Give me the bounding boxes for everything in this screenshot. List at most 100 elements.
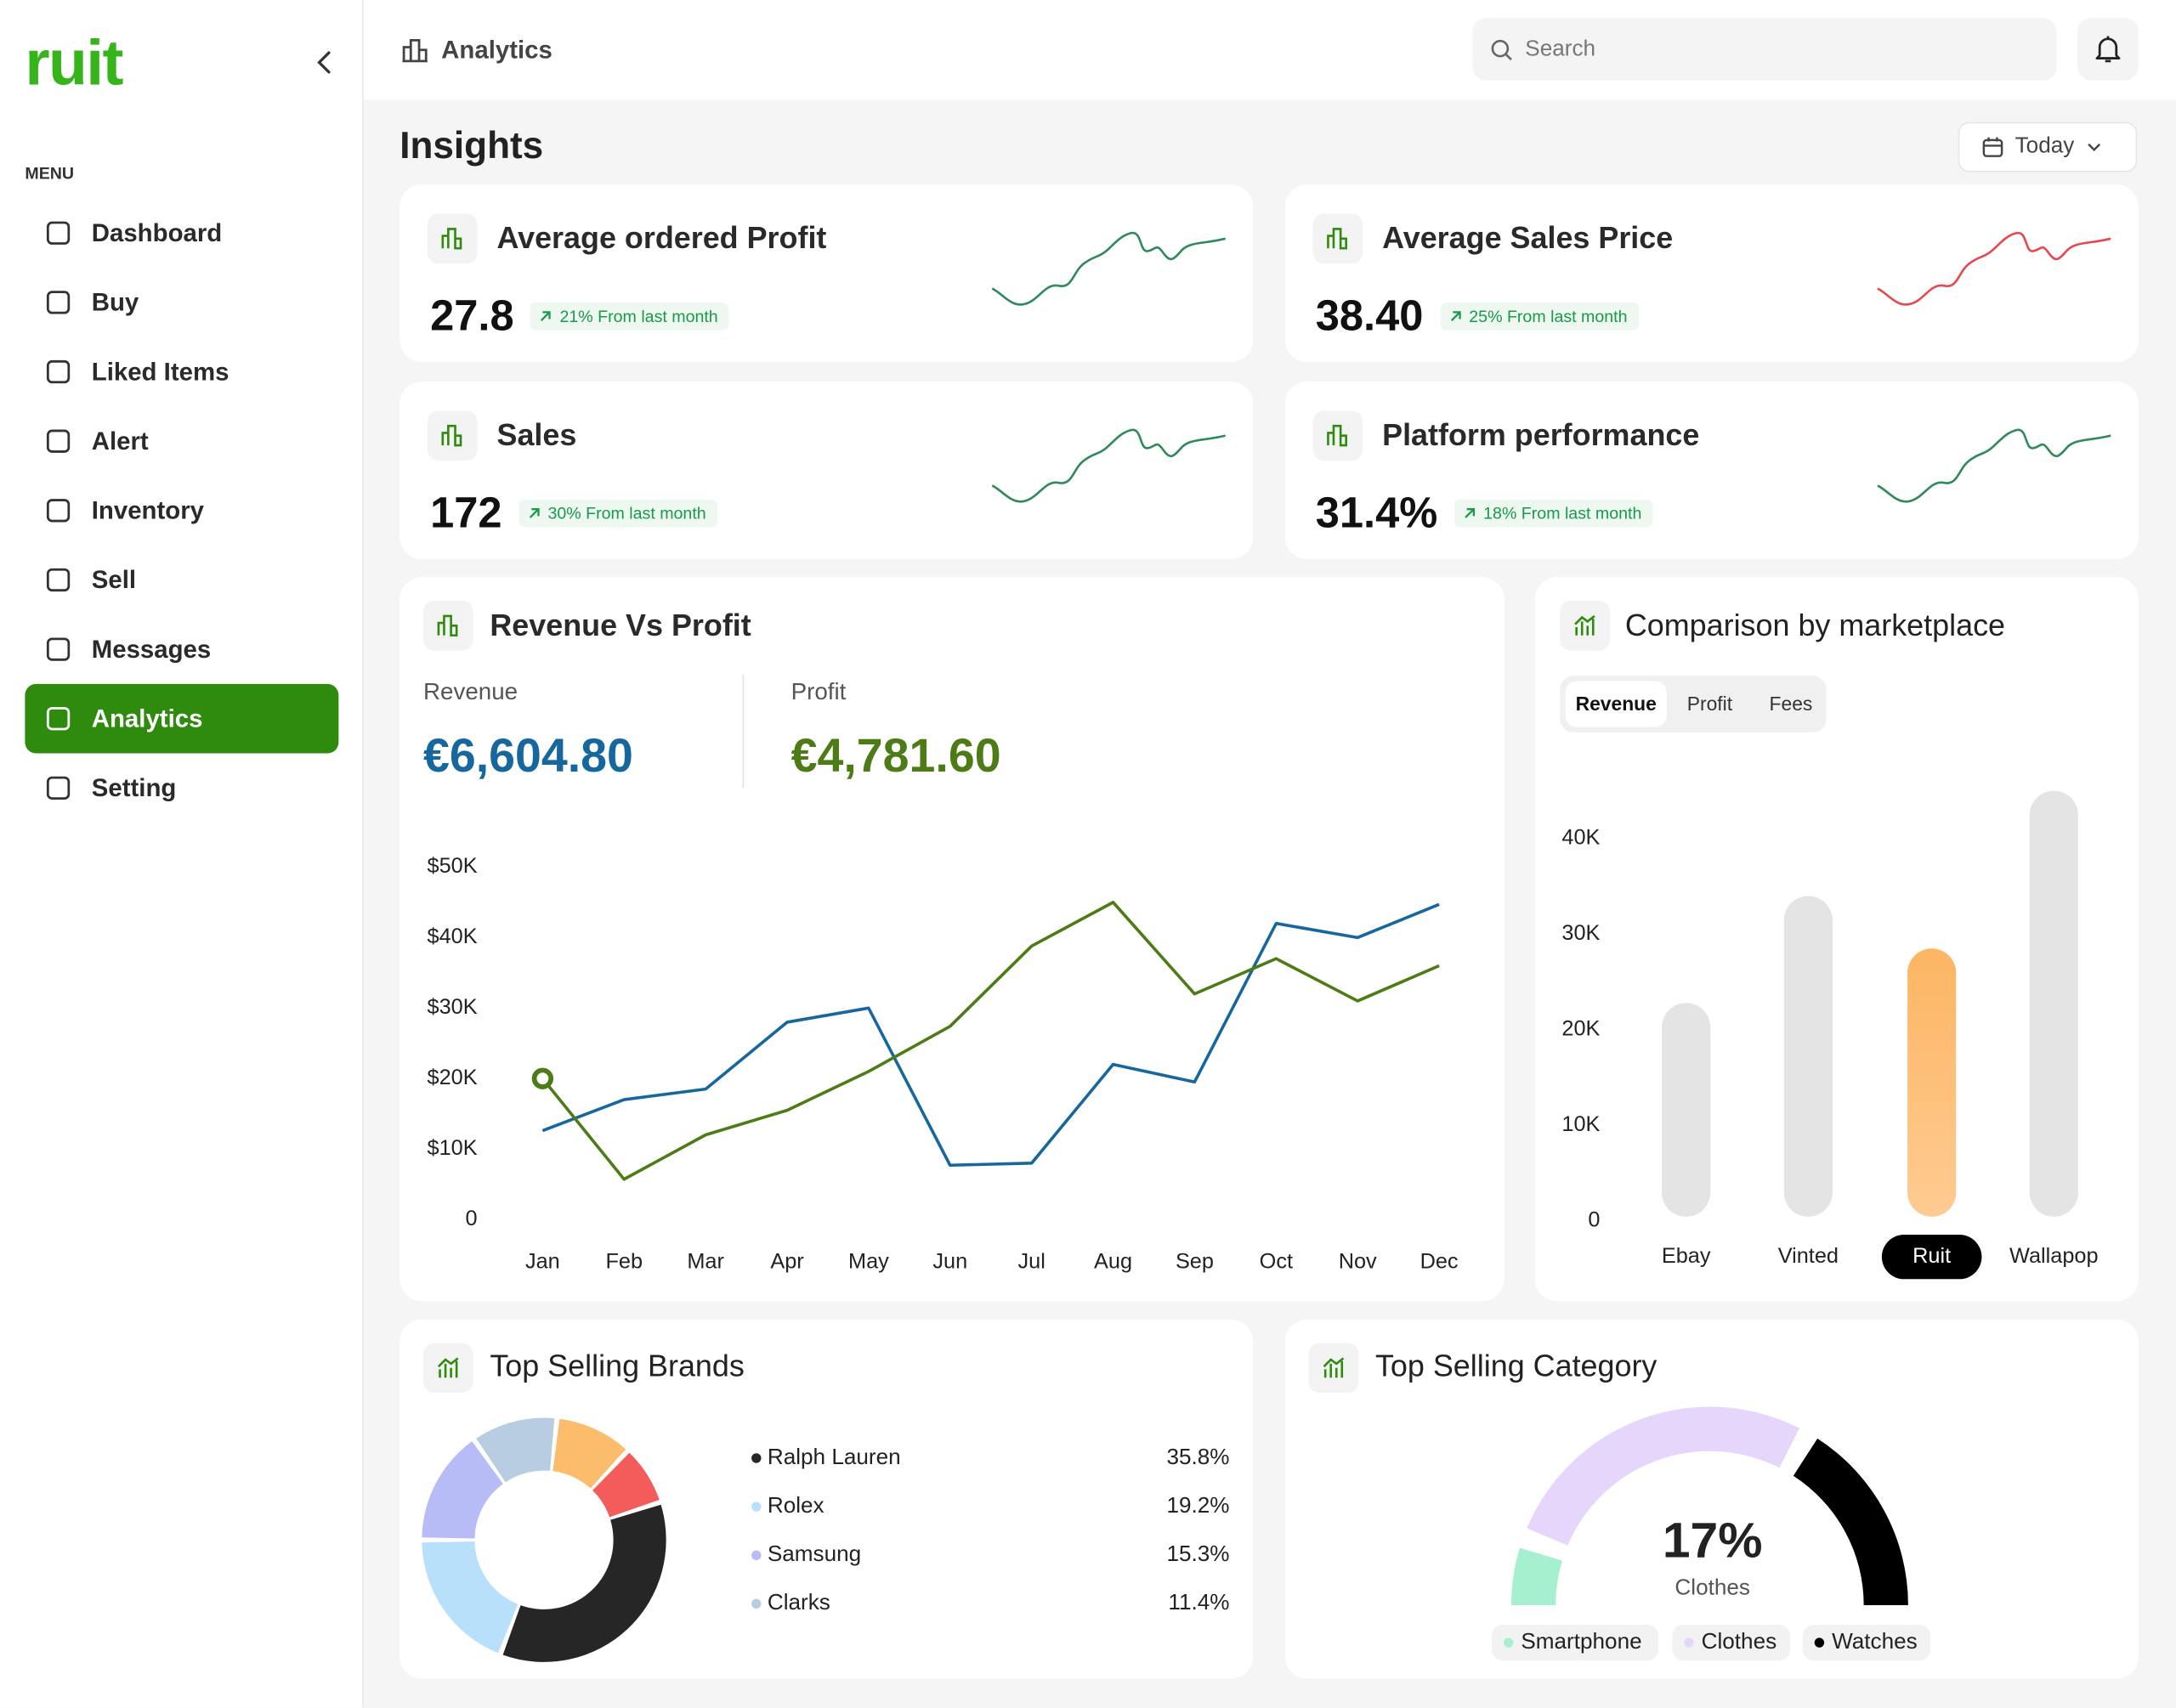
change-text: 25% From last month [1469, 306, 1628, 326]
tab[interactable]: Fees [1769, 692, 1813, 715]
value-row: 172 30% From last month [430, 485, 717, 540]
tab-bar: Revenue Profit Fees [1560, 676, 1827, 733]
change-badge: 30% From last month [518, 499, 717, 528]
menu-icon [46, 429, 71, 453]
date-filter[interactable]: Today [1958, 122, 2138, 172]
revenue-card: Revenue Vs Profit Revenue €6,604.80 Prof… [400, 577, 1504, 1302]
brand-logo: ruit [25, 26, 123, 99]
card-icon [427, 410, 478, 461]
insight-card: Platform performance 31.4% 18% From last m… [1284, 381, 2139, 559]
search-placeholder: Search [1525, 37, 1596, 61]
date-filter-label: Today [2014, 134, 2075, 159]
arrow-icon [1450, 311, 1461, 321]
insight-card: Average Sales Price 38.40 25% From last mo… [1284, 184, 2139, 363]
arrow-icon [1465, 508, 1475, 518]
card-title: Top Selling Brands [490, 1348, 745, 1383]
menu-item-label: Liked Items [91, 357, 230, 386]
menu-item[interactable]: Alert [25, 406, 338, 476]
card-icon [1560, 600, 1610, 651]
search-box[interactable]: Search [1472, 18, 2057, 81]
sidebar: ruit MENU Dashboard Buy Liked Items Alert In… [0, 0, 364, 1708]
menu-item[interactable]: Sell [25, 546, 338, 615]
arrow-icon [541, 311, 552, 321]
value-row: 27.8 21% From last month [430, 289, 729, 344]
change-text: 21% From last month [559, 306, 718, 326]
menu-icon [46, 776, 71, 800]
insight-card: Sales 172 30% From last month [400, 381, 1254, 559]
card-icon [422, 600, 473, 651]
change-badge: 25% From last month [1440, 302, 1639, 331]
card-title: Comparison by marketplace [1624, 608, 2006, 642]
menu-item[interactable]: Buy [25, 268, 338, 337]
card-icon [1312, 410, 1363, 461]
card-title: Average ordered Profit [496, 220, 827, 256]
menu-item[interactable]: Messages [25, 614, 338, 684]
card-title: Top Selling Category [1374, 1348, 1658, 1383]
chevron-icon [2087, 143, 2100, 152]
value-row: 38.40 25% From last month [1316, 289, 1639, 344]
menu-icon [46, 221, 71, 245]
tab[interactable]: Revenue [1565, 681, 1667, 727]
change-badge: 21% From last month [530, 302, 729, 331]
menu-item-label: Sell [91, 565, 137, 593]
menu-icon [46, 359, 71, 384]
card-value: 172 [430, 488, 502, 537]
header: Analytics Search [363, 0, 2176, 100]
menu-item-label: Alert [91, 427, 149, 455]
menu-item[interactable]: Liked Items [25, 337, 338, 407]
calendar-icon [1982, 137, 2003, 157]
menu-icon [46, 291, 71, 314]
menu-item-label: Dashboard [91, 218, 223, 246]
card-value: 38.40 [1315, 291, 1424, 340]
card-value: 27.8 [430, 291, 514, 340]
card-title: Sales [496, 417, 577, 453]
menu-icon [46, 568, 71, 592]
sparkline [1877, 428, 2111, 503]
menu-item[interactable]: Dashboard [25, 198, 338, 268]
card-icon [427, 213, 478, 264]
card-title: Average Sales Price [1382, 220, 1674, 256]
insights-title: Insights [400, 124, 544, 167]
menu-label: MENU [25, 163, 75, 184]
category-card: Top Selling Category [1284, 1319, 2139, 1679]
profit-value: €4,781.60 [790, 729, 1001, 783]
search-icon [1491, 39, 1512, 61]
menu-item-label: Inventory [91, 495, 205, 524]
bell-icon [2095, 36, 2121, 63]
card-title: Platform performance [1382, 417, 1700, 453]
menu-item[interactable]: Inventory [25, 476, 338, 546]
brands-card: Top Selling Brands [400, 1319, 1254, 1679]
change-badge: 18% From last month [1454, 499, 1653, 528]
value-row: 31.4% 18% From last month [1316, 485, 1653, 540]
menu-icon [46, 707, 71, 731]
menu-item-label: Setting [91, 773, 177, 801]
revenue-value: €6,604.80 [422, 729, 633, 783]
analytics-icon [402, 38, 428, 63]
profit-label: Profit [790, 678, 847, 705]
menu-item-label: Messages [91, 634, 212, 663]
sparkline [991, 428, 1226, 503]
card-icon [1308, 1343, 1359, 1394]
sparkline [1877, 231, 2111, 306]
menu-icon [46, 499, 71, 523]
card-icon [422, 1343, 473, 1394]
change-text: 18% From last month [1483, 503, 1642, 523]
change-text: 30% From last month [547, 503, 706, 523]
card-value: 31.4% [1315, 488, 1438, 537]
tab[interactable]: Profit [1686, 692, 1733, 715]
notification-button[interactable] [2077, 18, 2139, 81]
arrow-icon [529, 508, 540, 518]
card-icon [1312, 213, 1363, 264]
divider [742, 674, 745, 789]
header-title: Analytics [441, 36, 552, 65]
menu-item-label: Analytics [91, 704, 203, 732]
menu-item[interactable]: Setting [25, 754, 338, 823]
collapse-button[interactable] [314, 50, 336, 75]
menu-item-label: Buy [91, 287, 139, 316]
sparkline [991, 231, 1226, 306]
insight-card: Average ordered Profit 27.8 21% From last … [400, 184, 1254, 363]
menu-item[interactable]: Analytics [25, 683, 339, 754]
menu-icon [46, 637, 71, 661]
card-title: Revenue Vs Profit [490, 608, 751, 642]
